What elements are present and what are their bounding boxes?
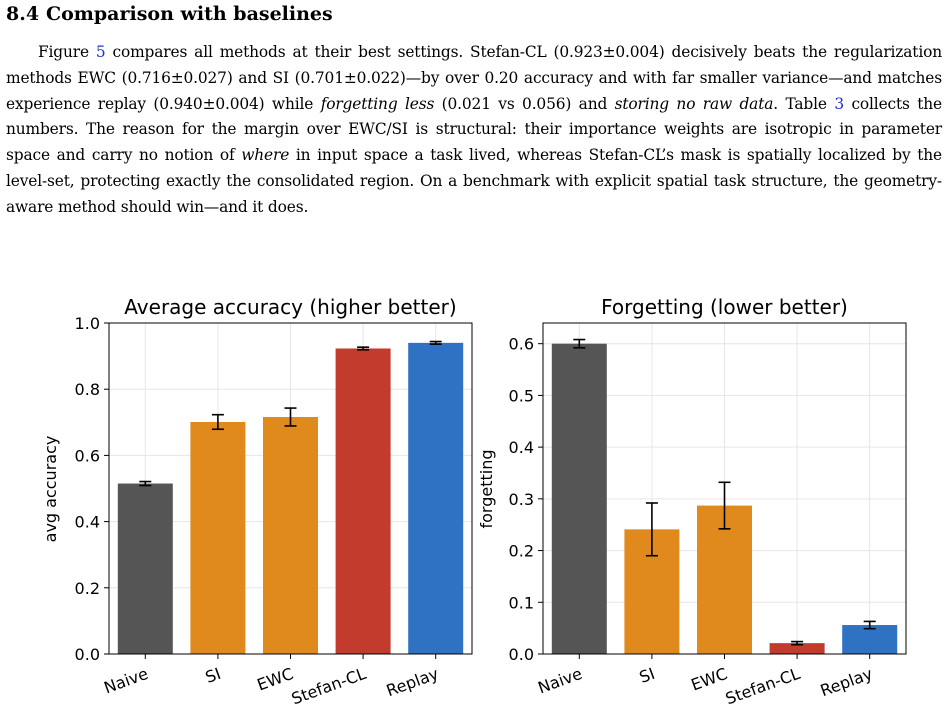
chart-title: Average accuracy (higher better): [124, 295, 456, 319]
bar-si: [190, 421, 246, 654]
y-tick-label: 0.4: [75, 513, 100, 532]
section-number: 8.4: [6, 3, 40, 25]
y-tick-label: 0.6: [75, 446, 100, 465]
text-run: collects the numbers. The reason for the…: [6, 94, 942, 165]
section-title: Comparison with baselines: [46, 3, 333, 25]
bar-naive: [551, 343, 607, 654]
y-tick-label: 0.4: [509, 438, 534, 457]
emphasis-where: where: [241, 146, 290, 165]
bar-stefan-cl: [769, 643, 825, 654]
emphasis-forgetting-less: forgetting less: [320, 94, 435, 113]
section-heading: 8.4 Comparison with baselines: [6, 3, 333, 25]
x-tick-label: SI: [203, 664, 223, 687]
y-axis-label: forgetting: [477, 449, 496, 528]
bar-stefan-cl: [335, 348, 391, 654]
text-run: (0.021 vs 0.056) and: [434, 94, 615, 113]
bar-replay: [842, 625, 898, 654]
y-tick-label: 1.0: [75, 314, 100, 333]
text-run: . Table: [773, 94, 835, 113]
x-tick-label: Replay: [818, 664, 875, 700]
y-tick-label: 0.1: [509, 593, 534, 612]
y-axis-label: avg accuracy: [41, 436, 60, 543]
bar-ewc: [697, 505, 752, 654]
bar-ewc: [263, 417, 318, 654]
bar-naive: [117, 483, 173, 654]
y-tick-label: 0.3: [509, 490, 534, 509]
y-tick-label: 0.2: [75, 579, 100, 598]
y-tick-label: 0.0: [509, 645, 534, 664]
emphasis-storing-no-raw-data: storing no raw data: [614, 94, 774, 113]
text-run: compares all methods at their best setti…: [6, 43, 942, 113]
x-tick-label: SI: [637, 664, 657, 687]
y-tick-label: 0.8: [75, 380, 100, 399]
x-tick-label: Naive: [535, 664, 584, 697]
x-tick-label: Stefan-CL: [723, 664, 803, 708]
chart-title: Forgetting (lower better): [601, 295, 848, 319]
y-tick-label: 0.5: [509, 386, 534, 405]
text-run: in input space a task lived, whereas Ste…: [6, 146, 943, 216]
y-tick-label: 0.0: [75, 645, 100, 664]
y-tick-label: 0.2: [509, 542, 534, 561]
body-paragraph: Figure 5 compares all methods at their b…: [6, 40, 942, 221]
bar-replay: [408, 342, 464, 654]
figure-ref-link[interactable]: 5: [95, 43, 106, 61]
text-run: Figure: [38, 43, 96, 61]
table-ref-link[interactable]: 3: [834, 94, 844, 113]
y-tick-label: 0.6: [509, 335, 534, 354]
